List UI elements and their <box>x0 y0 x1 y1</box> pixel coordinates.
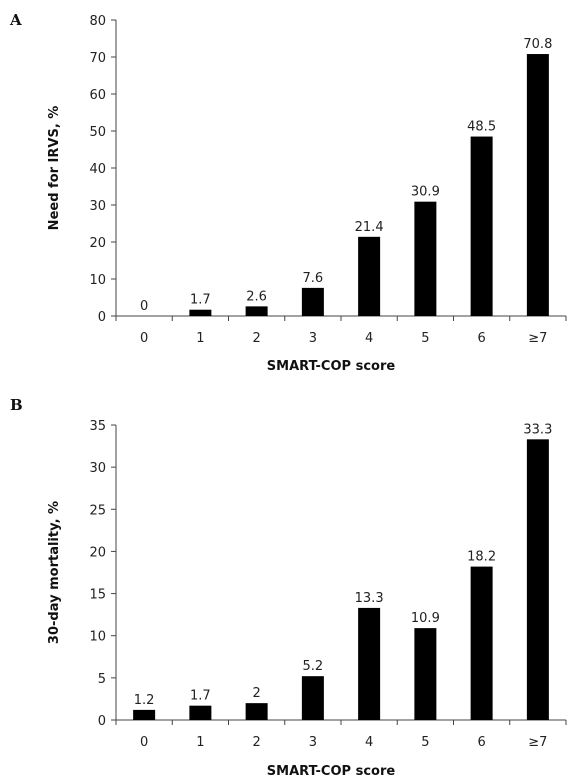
y-tick-label: 25 <box>89 503 106 518</box>
y-tick-label: 30 <box>89 199 106 214</box>
data-label: 21.4 <box>355 220 384 235</box>
x-tick-label: 3 <box>309 735 317 750</box>
x-tick-label: 2 <box>252 735 260 750</box>
bar <box>526 54 549 316</box>
data-label: 48.5 <box>467 120 496 135</box>
data-label: 33.3 <box>523 422 552 437</box>
bar <box>245 703 268 720</box>
y-tick-label: 80 <box>89 14 106 29</box>
y-tick-label: 70 <box>89 51 106 66</box>
bar <box>358 236 381 316</box>
bar <box>414 201 437 316</box>
bar <box>245 306 268 316</box>
y-tick-label: 10 <box>89 630 106 645</box>
y-tick-label: 60 <box>89 88 106 103</box>
y-tick-label: 0 <box>98 714 106 729</box>
x-tick-label: 6 <box>477 735 485 750</box>
y-tick-label: 40 <box>89 162 106 177</box>
y-axis-label: 30-day mortality, % <box>47 501 62 644</box>
bar <box>301 287 324 316</box>
y-tick-label: 15 <box>89 588 106 603</box>
data-label: 30.9 <box>411 185 440 200</box>
data-label: 7.6 <box>303 271 324 286</box>
data-label: 1.7 <box>190 293 211 308</box>
data-label: 10.9 <box>411 611 440 626</box>
x-tick-label: 4 <box>365 735 373 750</box>
bar <box>189 309 212 316</box>
panel-letter: B <box>10 396 23 414</box>
x-tick-label: ≥7 <box>528 331 547 346</box>
data-label: 1.7 <box>190 689 211 704</box>
panel-letter: A <box>9 11 22 29</box>
data-label: 2.6 <box>246 289 267 304</box>
x-tick-label: 2 <box>252 331 260 346</box>
bar <box>133 709 156 720</box>
x-tick-label: 1 <box>196 735 204 750</box>
x-tick-label: 3 <box>309 331 317 346</box>
bar <box>414 628 437 720</box>
x-tick-label: 1 <box>196 331 204 346</box>
data-label: 2 <box>252 686 260 701</box>
y-tick-label: 35 <box>89 419 106 434</box>
bar <box>526 439 549 720</box>
data-label: 18.2 <box>467 550 496 565</box>
x-tick-label: 0 <box>140 331 148 346</box>
data-label: 70.8 <box>523 37 552 52</box>
bar <box>470 566 493 720</box>
data-label: 0 <box>140 299 148 314</box>
bar <box>358 607 381 720</box>
bar <box>189 705 212 720</box>
x-tick-label: ≥7 <box>528 735 547 750</box>
x-axis-label: SMART-COP score <box>267 359 396 374</box>
y-tick-label: 5 <box>98 672 106 687</box>
y-tick-label: 20 <box>89 236 106 251</box>
y-tick-label: 0 <box>98 310 106 325</box>
data-label: 5.2 <box>303 659 324 674</box>
x-tick-label: 0 <box>140 735 148 750</box>
bar <box>301 676 324 720</box>
data-label: 13.3 <box>355 591 384 606</box>
x-tick-label: 5 <box>421 331 429 346</box>
chart-panel-a: A 0 10 20 30 40 50 60 70 80 0 0 1.7 1 2.6 2 7.6 3 21.4 4 30.… <box>9 11 567 374</box>
y-tick-label: 30 <box>89 461 106 476</box>
x-tick-label: 6 <box>477 331 485 346</box>
x-tick-label: 5 <box>421 735 429 750</box>
y-tick-label: 20 <box>89 545 106 560</box>
y-tick-label: 50 <box>89 125 106 140</box>
x-tick-label: 4 <box>365 331 373 346</box>
data-label: 1.2 <box>134 693 155 708</box>
y-axis-label: Need for IRVS, % <box>47 106 62 231</box>
x-axis-label: SMART-COP score <box>267 764 396 779</box>
y-tick-label: 10 <box>89 273 106 288</box>
bar <box>470 136 493 316</box>
chart-panel-b: B 0 5 10 15 20 25 30 35 1.2 0 1.7 1 2 2 5.2 3 13.3 4 10.9 5 1… <box>10 396 567 779</box>
